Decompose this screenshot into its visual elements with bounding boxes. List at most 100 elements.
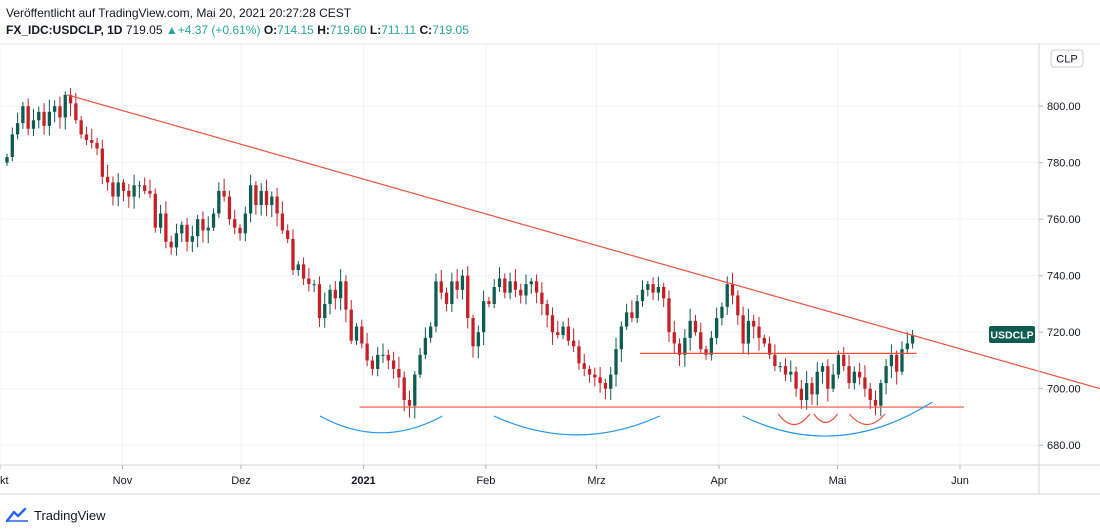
candle-body [794,371,798,389]
candle-body [868,388,872,401]
candle-body [455,281,459,290]
candle-body [714,318,719,338]
symbol-label: FX_IDC:USDCLP, 1D [6,23,123,37]
candle-body [736,295,740,316]
candle-body [492,286,496,304]
candle-body [831,374,835,389]
candle-body [275,196,279,214]
candle-body [556,332,560,336]
candle-body [444,292,449,304]
time-tick-label: Mrz [587,475,605,487]
price-tick-label: 720.00 [1047,327,1081,339]
candle-body [74,103,78,121]
candle-body [381,354,385,356]
candle-body [312,284,316,286]
candle-body [630,312,634,319]
candle-body [905,343,909,350]
candle-body [852,371,856,384]
candle-body [63,94,67,118]
candle-body [349,309,353,341]
candle-body [190,236,194,242]
currency-label: CLP [1056,54,1077,66]
small-rounding-arc [813,413,839,423]
candle-body [879,383,883,406]
candle-body [386,354,390,361]
candle-body [677,343,682,355]
candle-body [286,230,290,239]
candle-body [164,213,168,242]
candle-body [423,337,428,355]
candle-body [609,374,613,389]
candle-body [248,185,253,214]
candle-body [338,281,343,299]
candle-body [857,371,862,378]
candle-body [243,213,247,234]
time-tick-label: 2021 [351,475,375,487]
tradingview-logo[interactable]: TradingView [6,506,106,524]
candle-body [169,241,173,248]
candle-body [704,349,708,355]
candle-body [762,337,766,344]
rounding-arc [493,415,660,436]
candle-body [699,332,703,350]
price-tick-label: 800.00 [1047,101,1081,113]
candle-body [58,106,62,118]
candle-body [587,368,592,375]
currency-button[interactable]: CLP [1050,49,1084,68]
candle-body [561,326,565,336]
candle-body [180,224,184,234]
price-tag: USDCLP [989,326,1035,344]
candle-body [460,275,465,290]
candle-body [5,157,9,163]
candle-body [884,366,888,384]
candle-body [42,111,46,126]
chart-drawings [66,94,1100,437]
candle-body [773,354,777,367]
candle-body [439,281,443,293]
price-tick-label: 680.00 [1047,440,1081,452]
candle-body [481,301,486,333]
candle-body [354,326,359,341]
candle-body [333,289,337,299]
candle-body [407,400,412,406]
candle-body [619,326,623,350]
candle-body [540,292,544,304]
tradingview-brand: TradingView [34,507,106,523]
candle-body [270,196,274,206]
candle-body [582,363,586,369]
small-rounding-arc [777,413,811,426]
price-tick-label: 740.00 [1047,271,1081,283]
candle-body [688,320,692,338]
candle-body [397,368,401,378]
candle-body [148,190,152,194]
candle-body [810,383,814,395]
candle-body [545,303,549,316]
candle-body [799,388,804,401]
candle-body [524,284,528,296]
candle-body [296,264,300,271]
price-change: ▲+4.37 (+0.61%) [165,23,261,37]
candle-body [95,142,99,149]
candle-body [842,354,846,367]
candle-body [238,227,242,234]
candle-body [614,349,618,375]
candle-body [10,134,14,158]
last-price: 719.05 [125,23,163,37]
candle-body [174,233,179,248]
candle-body [863,377,867,389]
candle-body [132,185,136,197]
candle-body [487,301,491,304]
close-value: 719.05 [432,23,469,37]
price-axis-labels: 800.00 780.00 760.00 740.00 720.00 700.00 680.… [1039,101,1081,452]
candle-body [497,278,502,287]
candle-body [752,320,756,327]
candle-body [227,196,232,220]
candle-body [534,281,539,293]
candle-body [317,284,322,319]
candle-body [84,134,89,141]
candle-body [550,315,555,333]
candle-body [847,366,851,384]
small-rounding-arc [848,413,886,426]
candle-body [21,106,25,124]
